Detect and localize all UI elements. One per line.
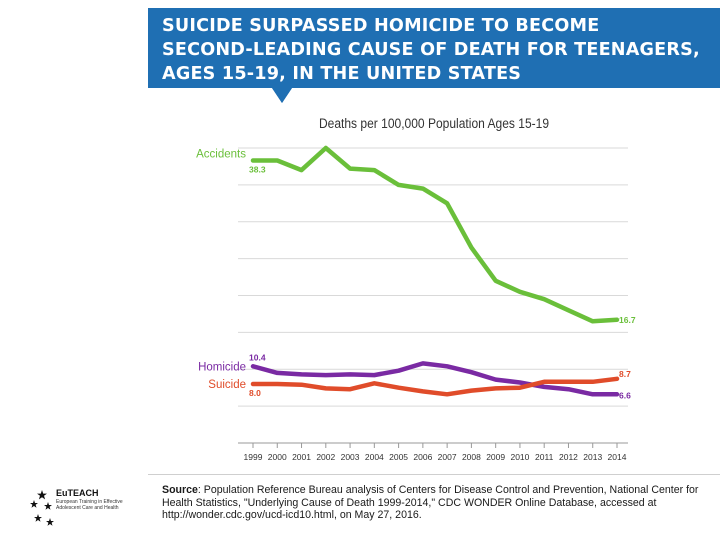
banner-title-line-1: SUICIDE SURPASSED HOMICIDE TO BECOME: [162, 16, 600, 36]
source-label: Source: [162, 484, 198, 496]
start-value-label-homicide: 10.4: [249, 352, 266, 362]
logo-name: EuTEACH: [56, 488, 99, 498]
x-tick-label: 2012: [559, 452, 578, 462]
series-line-homicide: [250, 361, 620, 397]
x-tick-label: 2010: [510, 452, 529, 462]
x-tick-label: 2002: [316, 452, 335, 462]
x-tick-label: 2000: [268, 452, 287, 462]
series-name-label-homicide: Homicide: [198, 361, 246, 373]
footer-divider: [148, 474, 720, 475]
logo-stars-icon: [30, 490, 54, 526]
x-axis: 1999 2000 2001 2002 2003 2004 2005 2006 2007 2008…: [238, 442, 628, 462]
euteach-logo: EuTEACH European Training in Effective A…: [28, 486, 148, 538]
banner-pointer: [148, 88, 328, 103]
source-note: Source: Population Reference Bureau anal…: [162, 484, 718, 522]
chart-title: Deaths per 100,000 Population Ages 15-19: [319, 115, 549, 131]
x-tick-label: 2009: [486, 452, 505, 462]
x-tick-label: 2013: [583, 452, 602, 462]
end-value-label-homicide: 6.6: [619, 390, 631, 400]
series-layer: Accidents38.316.7Homicide10.46.6Suicide8…: [196, 145, 636, 400]
x-tick-label: 2004: [365, 452, 384, 462]
chart-gridlines: [238, 147, 628, 407]
x-tick-label: 2005: [389, 452, 408, 462]
start-value-label-suicide: 8.0: [249, 388, 261, 398]
series-line-accidents: [250, 145, 620, 324]
start-value-label-accidents: 38.3: [249, 165, 266, 175]
banner-title-line-2: SECOND-LEADING CAUSE OF DEATH FOR TEENAG…: [162, 40, 700, 60]
x-tick-label: 2011: [535, 452, 554, 462]
x-tick-label: 2003: [341, 452, 360, 462]
logo-subtitle: European Training in Effective Adolescen…: [56, 499, 123, 511]
x-tick-label: 2008: [462, 452, 481, 462]
series-name-label-suicide: Suicide: [208, 379, 246, 391]
source-text: : Population Reference Bureau analysis o…: [162, 484, 699, 521]
end-value-label-accidents: 16.7: [619, 315, 636, 325]
line-chart: Deaths per 100,000 Population Ages 15-19…: [196, 115, 636, 462]
banner-title-line-3: AGES 15-19, IN THE UNITED STATES: [162, 64, 522, 84]
x-tick-label: 2006: [413, 452, 432, 462]
title-banner: SUICIDE SURPASSED HOMICIDE TO BECOME SEC…: [148, 8, 720, 88]
x-tick-label: 2007: [438, 452, 457, 462]
series-line-suicide: [250, 376, 620, 397]
x-tick-label: 1999: [244, 452, 263, 462]
x-tick-label: 2001: [292, 452, 311, 462]
x-tick-label: 2014: [608, 452, 627, 462]
series-name-label-accidents: Accidents: [196, 149, 246, 161]
end-value-label-suicide: 8.7: [619, 369, 631, 379]
banner-title: SUICIDE SURPASSED HOMICIDE TO BECOME SEC…: [148, 8, 720, 86]
